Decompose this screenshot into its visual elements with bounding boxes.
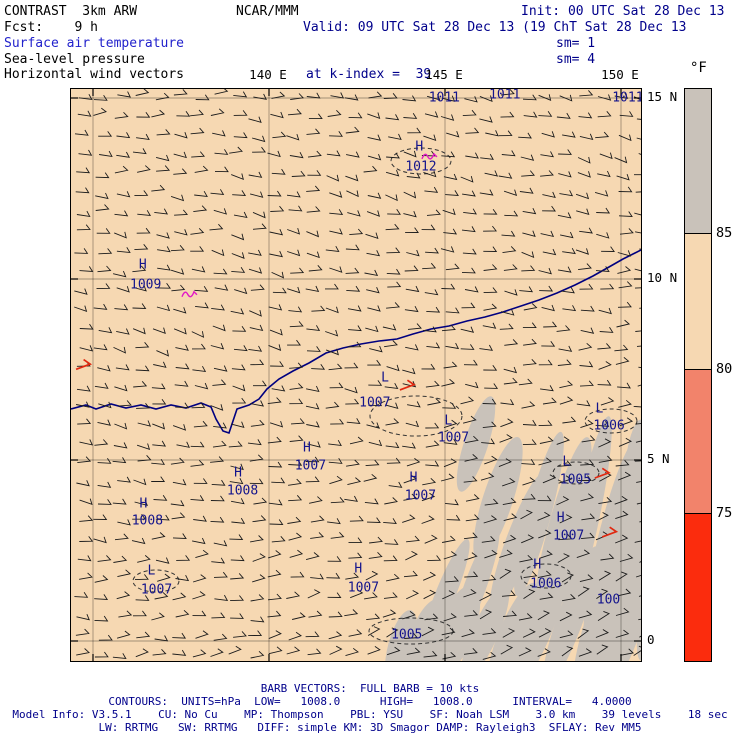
lat-tick-label: 10 N: [647, 270, 678, 285]
pressure-center-letter: H: [234, 465, 242, 481]
pressure-center-letter: L: [147, 563, 156, 579]
physics-info-line: LW: RRTMG SW: RRTMG DIFF: simple KM: 3D …: [98, 721, 642, 734]
pressure-center-letter: H: [533, 557, 542, 573]
pressure-center-letter: L: [595, 401, 604, 417]
map-canvas: [71, 89, 641, 661]
colorbar-segment: [685, 369, 711, 513]
pressure-center-value: 1005: [559, 472, 592, 488]
pressure-center-value: 1009: [130, 277, 162, 293]
pressure-center-value: 1007: [404, 488, 437, 504]
pressure-center-letter: H: [409, 470, 418, 486]
pressure-center-letter: H: [556, 510, 565, 526]
pressure-center-value: 1008: [226, 483, 259, 499]
pressure-center-value: 1008: [131, 513, 164, 529]
pressure-center-value: 1007: [552, 528, 585, 544]
pressure-center-value: 1007: [347, 580, 380, 596]
magenta-station-marker: [181, 290, 198, 298]
valid-time-label: Valid: 09 UTC Sat 28 Dec 13 (19 ChT Sat …: [303, 20, 687, 35]
colorbar-segment: [685, 513, 711, 661]
pressure-center-letter: L: [562, 454, 571, 470]
pressure-center-value: 100: [596, 592, 621, 608]
colorbar-tick-label: 80: [716, 361, 733, 377]
field-wind-label: Horizontal wind vectors: [4, 67, 185, 82]
k-index-label: at k-index = 39: [306, 67, 432, 82]
field-pressure-label: Sea-level pressure: [4, 52, 145, 67]
lon-tick-label: 140 E: [249, 67, 287, 82]
lat-tick-label: 15 N: [647, 89, 678, 104]
model-title: CONTRAST 3km ARW: [4, 4, 138, 19]
pressure-center-letter: L: [381, 370, 389, 386]
colorbar-unit-label: °F: [690, 60, 707, 76]
pressure-center-value: 1006: [593, 418, 625, 434]
model-info-line: Model Info: V3.5.1 CU: No Cu MP: Thompso…: [12, 708, 728, 721]
colorbar-segment: [685, 233, 711, 369]
lon-tick-label: 150 E: [601, 67, 639, 82]
pressure-center-letter: H: [415, 139, 424, 155]
pressure-center-value: 1011: [428, 90, 460, 106]
lon-tick-label: 145 E: [425, 67, 463, 82]
colorbar-tick-label: 85: [716, 225, 733, 241]
axis-ticks: [71, 89, 641, 661]
pressure-center-value: 1011: [489, 88, 521, 103]
init-time-label: Init: 00 UTC Sat 28 Dec 13: [521, 4, 725, 19]
pressure-center-value: 1007: [359, 395, 391, 411]
forecast-hour-label: Fcst: 9 h: [4, 20, 98, 35]
barb-vector-legend: BARB VECTORS: FULL BARB = 10 kts: [260, 682, 480, 695]
smoothing-label-2: sm= 4: [556, 52, 596, 67]
smoothing-label-1: sm= 1: [556, 36, 596, 51]
pressure-center-letter: L: [444, 413, 453, 429]
pressure-center-value: 1007: [437, 430, 470, 446]
center-name: NCAR/MMM: [236, 4, 299, 19]
pressure-center-letter: H: [354, 561, 363, 577]
pressure-center-value: 1007: [140, 582, 173, 597]
colorbar-segment: [685, 89, 711, 233]
magenta-station-marker: [421, 152, 438, 160]
pressure-center-letter: H: [303, 440, 311, 456]
lat-tick-label: 0: [647, 632, 655, 647]
pressure-center-value: 1012: [405, 159, 437, 175]
contour-legend: CONTOURS: UNITS=hPa LOW= 1008.0 HIGH= 10…: [108, 695, 632, 708]
lat-tick-label: 5 N: [647, 451, 670, 466]
wind-barb-field: [74, 89, 641, 660]
pressure-center-letter: H: [139, 496, 148, 512]
temperature-colorbar: [684, 88, 712, 662]
map-plot-area: H 1012 H 1009 L 1007 L 1007 L 1006 H 1007 H 1008 H 1007…: [70, 88, 642, 662]
red-wind-barbs: [75, 358, 619, 538]
pressure-center-value: 1011: [612, 90, 642, 106]
colorbar-tick-label: 75: [716, 505, 733, 521]
pressure-center-value: 1006: [530, 576, 562, 592]
field-temperature-label: Surface air temperature: [4, 36, 185, 51]
pressure-center-value: 1005: [391, 627, 423, 643]
pressure-center-value: 1007: [294, 458, 327, 474]
pressure-center-letter: H: [138, 257, 147, 273]
